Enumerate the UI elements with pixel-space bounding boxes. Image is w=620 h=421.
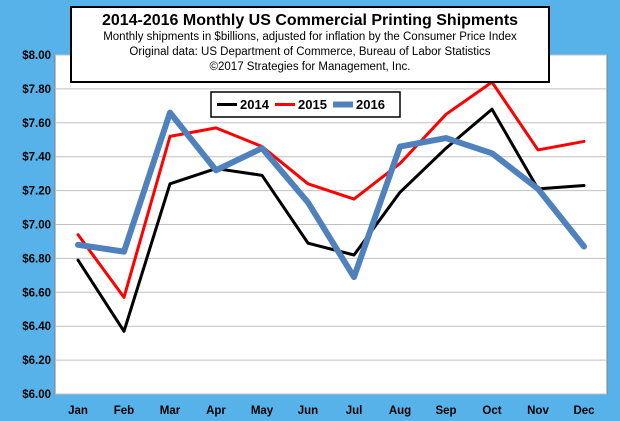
x-tick-label: Oct [482,405,501,417]
y-tick-label: $6.20 [22,355,51,367]
gridlines [55,54,607,395]
x-tick-label: Nov [527,405,549,417]
series-line-2014 [76,107,586,333]
x-tick-label: Apr [206,405,226,417]
x-tick-label: Dec [573,405,595,417]
x-tick-label: Jan [68,405,88,417]
legend: 2014 2015 2016 [210,91,401,118]
x-tick-label: Sep [435,405,456,417]
y-tick-label: $7.40 [22,152,51,164]
legend-label-2016: 2016 [356,97,385,112]
chart-title: 2014-2016 Monthly US Commercial Printing… [101,12,519,29]
y-tick-label: $6.60 [22,287,51,299]
x-tick-label: Jun [298,405,318,417]
x-tick-label: May [251,405,274,417]
legend-label-2014: 2014 [240,97,270,112]
y-tick-label: $7.00 [22,220,51,232]
y-tick-label: $6.80 [22,253,51,265]
legend-label-2015: 2015 [298,97,327,112]
y-tick-label: $6.40 [22,321,51,333]
y-tick-label: $7.80 [22,84,51,96]
series-lines [75,80,587,333]
x-tick-label: Mar [160,405,181,417]
y-tick-label: $7.20 [22,186,51,198]
chart-subtitle-3: ©2017 Strategies for Management, Inc. [209,61,411,73]
y-axis-ticks: $6.00 $6.20 $6.40 $6.60 $6.80 $7.00 $7.20 $7.40… [22,50,51,401]
x-axis-ticks: Jan Feb Mar Apr May Jun Jul Aug Sep Oct Nov Dec [68,405,595,417]
x-tick-label: Jul [346,405,363,417]
chart-subtitle-1: Monthly shipments in $billions, adjusted… [103,31,517,43]
series-line-2016 [75,109,587,281]
y-tick-label: $7.60 [22,118,51,130]
y-tick-label: $6.00 [22,389,51,401]
legend-box [210,91,401,118]
x-tick-label: Aug [389,405,411,417]
x-tick-label: Feb [114,405,134,417]
chart-subtitle-2: Original data: US Department of Commerce… [129,46,491,58]
chart-title-box: 2014-2016 Monthly US Commercial Printing… [70,6,550,83]
y-tick-label: $8.00 [22,50,51,62]
series-line-2015 [76,80,586,299]
